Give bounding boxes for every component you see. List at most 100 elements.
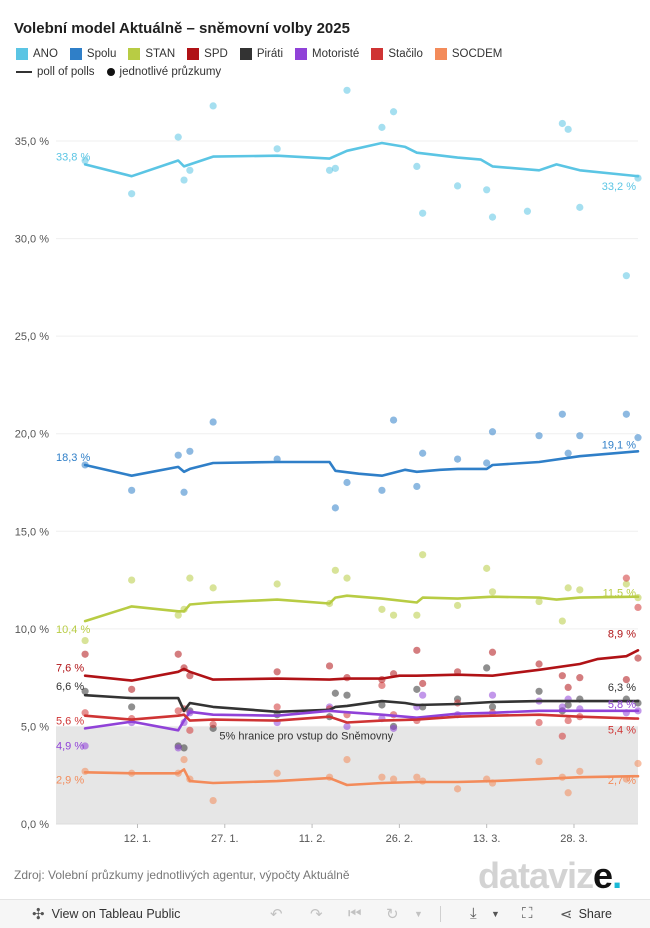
poll-point-spolu: [343, 478, 351, 487]
series-line-ano: [83, 141, 640, 178]
legend-label: STAN: [145, 48, 176, 60]
poll-point-ano: [343, 86, 351, 94]
legend-item-spd[interactable]: SPD: [187, 48, 228, 60]
y-tick-label: 0,0 %: [21, 819, 49, 831]
x-tick-label: 27. 1.: [211, 833, 239, 845]
start-label-stan: 10,4 %: [56, 624, 90, 636]
series-line-socdem: [83, 768, 640, 787]
legend-label: poll of polls: [37, 66, 95, 78]
poll-point-socdem: [535, 757, 543, 766]
series-line-spolu: [83, 450, 640, 477]
chart-plot[interactable]: 5% hranice pro vstup do Sněmovny 0,0 % 5,0…: [0, 0, 650, 850]
poll-point-ano: [558, 119, 566, 128]
x-tick-label: 11. 2.: [299, 833, 326, 845]
poll-point-spd: [128, 685, 136, 693]
legend-item-poll-of-polls: poll of polls: [16, 66, 95, 78]
poll-point-socdem: [209, 796, 217, 805]
refresh-chevron-down-icon[interactable]: ▼: [414, 909, 423, 919]
poll-point-motoristé: [488, 691, 497, 699]
poll-point-stan: [273, 580, 281, 588]
legend-item-socdem[interactable]: SOCDEM: [434, 48, 502, 60]
poll-point-ano: [378, 123, 386, 131]
end-label-spolu: 19,1 %: [602, 439, 636, 451]
source-note: Zdroj: Volební průzkumy jednotlivých age…: [14, 868, 350, 882]
poll-point-spolu: [453, 455, 462, 463]
x-tick-label: 12. 1.: [124, 833, 152, 845]
undo-icon[interactable]: ↶: [270, 906, 283, 923]
legend-item-piráti[interactable]: Piráti: [239, 48, 283, 60]
view-on-tableau-button[interactable]: ✣ View on Tableau Public: [32, 905, 180, 923]
poll-point-stačilo: [273, 703, 281, 711]
poll-point-motoristé: [419, 691, 427, 699]
poll-point-piráti: [378, 701, 386, 709]
poll-point-spd: [174, 650, 182, 658]
color-swatch-icon: [239, 48, 252, 60]
revert-icon[interactable]: ⏮: [348, 905, 362, 922]
view-on-tableau-label: View on Tableau Public: [51, 907, 181, 921]
redo-icon[interactable]: ↷: [310, 906, 323, 923]
legend-label: ANO: [33, 48, 58, 60]
color-swatch-icon: [371, 48, 384, 60]
poll-point-socdem: [453, 785, 462, 793]
share-icon: ⋖: [560, 906, 573, 923]
poll-point-spolu: [483, 459, 491, 467]
y-tick-label: 20,0 %: [15, 429, 49, 441]
poll-point-ano: [453, 182, 462, 190]
download-icon[interactable]: ⤓: [470, 905, 477, 922]
poll-point-spolu: [535, 432, 543, 440]
poll-point-piráti: [81, 687, 89, 695]
poll-point-ano: [174, 133, 182, 141]
poll-point-stan: [453, 601, 462, 610]
refresh-icon[interactable]: ↻: [386, 906, 399, 923]
share-button[interactable]: ⋖ Share: [560, 905, 612, 923]
legend-item-stačilo[interactable]: Stačilo: [371, 48, 423, 60]
download-chevron-down-icon[interactable]: ▼: [491, 909, 500, 919]
brand-accent: e: [593, 855, 613, 896]
chart-title: Volební model Aktuálně – sněmovní volby …: [14, 20, 350, 37]
poll-point-spd: [622, 676, 630, 684]
poll-point-spolu: [622, 410, 630, 418]
poll-point-ano: [488, 213, 497, 221]
end-label-stačilo: 5,4 %: [608, 725, 636, 737]
x-tick-label: 26. 2.: [386, 833, 414, 845]
poll-point-stan: [209, 584, 217, 592]
poll-point-spolu: [174, 451, 182, 459]
poll-point-ano: [128, 190, 136, 198]
poll-point-socdem: [343, 756, 351, 764]
end-label-ano: 33,2 %: [602, 181, 636, 193]
end-label-spd: 8,9 %: [608, 628, 636, 640]
poll-point-spd: [413, 646, 421, 654]
start-label-motoristé: 4,9 %: [56, 740, 84, 752]
legend-item-spolu[interactable]: Spolu: [69, 48, 117, 60]
poll-point-stačilo: [558, 732, 566, 740]
legend-item-ano[interactable]: ANO: [16, 48, 58, 60]
color-swatch-icon: [69, 48, 82, 60]
poll-point-stan: [483, 564, 491, 572]
poll-point-spolu: [128, 486, 136, 494]
poll-point-piráti: [180, 744, 188, 752]
legend-item-stan[interactable]: STAN: [128, 48, 175, 60]
poll-point-stan: [413, 611, 421, 619]
legend-label: Stačilo: [388, 48, 423, 60]
poll-point-stačilo: [378, 681, 386, 690]
fullscreen-icon[interactable]: ⛶: [522, 905, 533, 922]
poll-point-piráti: [343, 691, 351, 699]
poll-point-motoristé: [389, 724, 398, 732]
poll-point-stan: [419, 551, 427, 559]
poll-point-stan: [186, 574, 194, 582]
poll-point-piráti: [488, 703, 497, 711]
poll-point-stačilo: [209, 720, 217, 729]
legend-item-motoristé[interactable]: Motoristé: [295, 48, 359, 60]
color-swatch-icon: [187, 48, 200, 60]
poll-point-piráti: [483, 664, 491, 672]
series-line-piráti: [83, 693, 640, 714]
poll-point-socdem: [634, 759, 642, 768]
legend-label: Spolu: [86, 48, 117, 60]
poll-point-socdem: [378, 773, 386, 781]
poll-point-motoristé: [558, 703, 566, 711]
poll-point-spolu: [180, 488, 188, 496]
poll-point-stan: [564, 584, 572, 592]
poll-point-ano: [389, 108, 398, 116]
poll-point-stan: [389, 611, 398, 619]
poll-point-spd: [419, 679, 427, 688]
